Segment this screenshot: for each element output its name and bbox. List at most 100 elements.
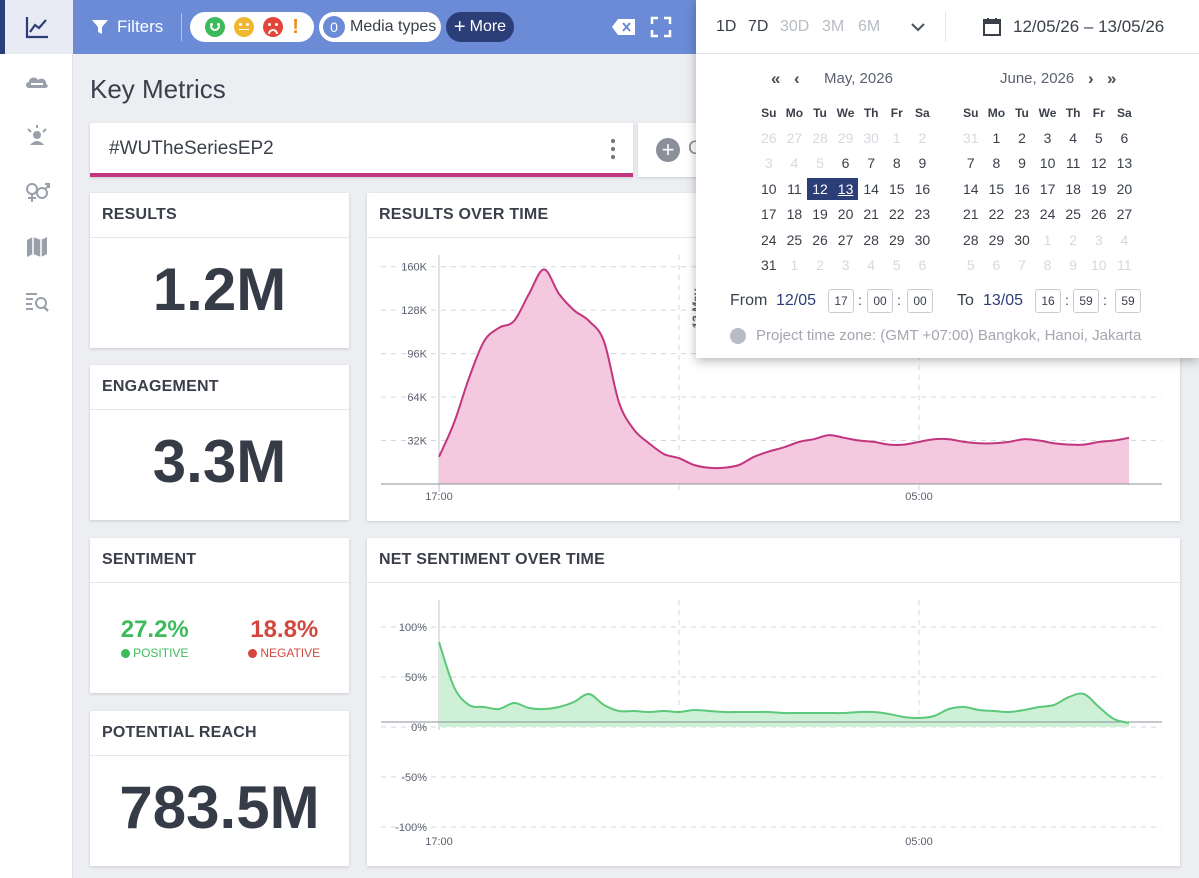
negative-label: NEGATIVE xyxy=(260,646,321,660)
calendar-day[interactable]: 23 xyxy=(914,206,931,223)
calendar-day[interactable]: 14 xyxy=(863,180,879,197)
to-minute-input[interactable]: 59 xyxy=(1073,289,1099,313)
net-sentiment-chart[interactable]: -100% -50% 0% 50% 100% 17:00 05:00 xyxy=(367,538,1180,866)
sidebar-item-analytics[interactable] xyxy=(0,0,73,54)
to-second-input[interactable]: 59 xyxy=(1115,289,1141,313)
calendar-day[interactable]: 25 xyxy=(1065,206,1081,223)
calendar-day[interactable]: 6 xyxy=(841,155,850,172)
calendar-day[interactable]: 15 xyxy=(988,180,1005,197)
kebab-menu-icon[interactable] xyxy=(607,136,619,162)
calendar-icon[interactable] xyxy=(983,17,1001,36)
calendar-day[interactable]: 15 xyxy=(888,180,905,197)
range-1d-button[interactable]: 1D xyxy=(716,18,737,35)
neutral-face-icon[interactable] xyxy=(234,17,255,37)
calendar-day[interactable]: 27 xyxy=(1116,206,1133,223)
range-6m-button[interactable]: 6M xyxy=(858,18,881,35)
y-tick-label: 160K xyxy=(401,262,427,274)
calendar-day[interactable]: 12 xyxy=(1090,155,1107,172)
calendar-day[interactable]: 14 xyxy=(963,180,979,197)
calendar-day[interactable]: 7 xyxy=(966,155,975,172)
calendar-day[interactable]: 17 xyxy=(1039,180,1056,197)
calendar-day[interactable]: 29 xyxy=(888,231,905,248)
calendar-day[interactable]: 28 xyxy=(863,231,879,248)
calendar-day[interactable]: 22 xyxy=(888,206,905,223)
calendar-day[interactable]: 11 xyxy=(787,180,802,197)
calendar-day[interactable]: 4 xyxy=(1069,130,1078,147)
media-types-filter[interactable]: 0 Media types xyxy=(319,12,441,42)
calendar-day[interactable]: 16 xyxy=(1014,180,1030,197)
from-second-input[interactable]: 00 xyxy=(907,289,933,313)
calendar-day[interactable]: 23 xyxy=(1014,206,1030,223)
next-year-icon[interactable]: » xyxy=(1107,69,1117,88)
calendar-day[interactable]: 9 xyxy=(918,155,927,172)
calendar-day[interactable]: 24 xyxy=(1039,206,1056,223)
calendar-day[interactable]: 19 xyxy=(1090,180,1107,197)
from-hour-input[interactable]: 17 xyxy=(828,289,854,313)
sidebar-item-search-list[interactable] xyxy=(0,275,73,329)
date-range-value[interactable]: 12/05/26 – 13/05/26 xyxy=(1013,17,1165,36)
area-fill xyxy=(439,642,1129,727)
calendar-day[interactable]: 24 xyxy=(761,231,777,248)
calendar-day[interactable]: 20 xyxy=(837,206,854,223)
weekday-header: Sa xyxy=(1117,105,1132,120)
calendar-day[interactable]: 2 xyxy=(1018,130,1026,147)
sidebar-item-influencers[interactable] xyxy=(0,110,73,164)
engagement-label: ENGAGEMENT xyxy=(90,365,349,410)
calendar-day[interactable]: 9 xyxy=(1018,155,1026,172)
calendar-day[interactable]: 18 xyxy=(1065,180,1081,197)
prev-month-icon[interactable]: ‹ xyxy=(794,69,800,88)
calendar-day[interactable]: 7 xyxy=(867,155,876,172)
filters-button[interactable]: Filters xyxy=(91,12,163,42)
fullscreen-button[interactable] xyxy=(648,14,674,40)
calendar-day[interactable]: 25 xyxy=(786,231,803,248)
calendar-day[interactable]: 17 xyxy=(761,206,777,223)
calendar-day[interactable]: 11 xyxy=(1065,155,1081,172)
positive-face-icon[interactable] xyxy=(205,17,226,37)
next-month-icon[interactable]: › xyxy=(1088,69,1094,88)
calendar-day[interactable]: 30 xyxy=(1014,231,1030,248)
calendar-day[interactable]: 20 xyxy=(1116,180,1133,197)
calendar-day[interactable]: 13 xyxy=(1116,155,1133,172)
calendar-day[interactable]: 8 xyxy=(992,155,1001,172)
calendar-day[interactable]: 21 xyxy=(963,206,979,223)
calendar-day[interactable]: 31 xyxy=(761,257,777,274)
calendar-day[interactable]: 8 xyxy=(892,155,901,172)
calendar-day[interactable]: 26 xyxy=(1090,206,1107,223)
calendar-day[interactable]: 27 xyxy=(837,231,854,248)
range-30d-button[interactable]: 30D xyxy=(780,18,810,35)
calendar-day[interactable]: 12 xyxy=(807,177,833,200)
backspace-icon xyxy=(612,19,635,35)
calendar-day[interactable]: 3 xyxy=(1043,130,1052,147)
sidebar-item-map[interactable] xyxy=(0,220,73,274)
calendar-day[interactable]: 10 xyxy=(761,180,777,197)
more-filters-button[interactable]: + More xyxy=(446,12,514,42)
clear-filters-button[interactable] xyxy=(611,14,637,40)
calendar-day[interactable]: 5 xyxy=(1094,130,1103,147)
negative-face-icon[interactable] xyxy=(263,17,284,37)
calendar-day[interactable]: 1 xyxy=(992,130,1001,147)
calendar-day[interactable]: 22 xyxy=(988,206,1005,223)
sidebar-item-demographics[interactable] xyxy=(0,165,73,219)
to-hour-input[interactable]: 16 xyxy=(1035,289,1061,313)
range-7d-button[interactable]: 7D xyxy=(748,18,769,35)
calendar-day[interactable]: 30 xyxy=(914,231,931,248)
sentiment-filter[interactable]: ! xyxy=(190,12,314,42)
query-tab[interactable]: #WUTheSeriesEP2 xyxy=(90,123,633,177)
calendar-day[interactable]: 26 xyxy=(812,231,828,248)
from-minute-input[interactable]: 00 xyxy=(867,289,893,313)
calendar-day[interactable]: 18 xyxy=(786,206,803,223)
chevron-down-icon[interactable] xyxy=(910,20,926,34)
calendar-day[interactable]: 13 xyxy=(832,177,859,200)
calendar-day[interactable]: 29 xyxy=(988,231,1005,248)
calendar-day[interactable]: 10 xyxy=(1039,155,1056,172)
calendar-day[interactable]: 21 xyxy=(863,206,879,223)
calendar-day[interactable]: 6 xyxy=(1120,130,1129,147)
calendar-day[interactable]: 19 xyxy=(812,206,828,223)
fullscreen-icon xyxy=(650,16,672,38)
range-3m-button[interactable]: 3M xyxy=(822,18,845,35)
calendar-day[interactable]: 28 xyxy=(963,231,979,248)
exclamation-icon[interactable]: ! xyxy=(292,16,299,38)
prev-year-icon[interactable]: « xyxy=(771,69,781,88)
calendar-day[interactable]: 16 xyxy=(914,180,931,197)
sidebar-item-cloud[interactable] xyxy=(0,55,73,109)
